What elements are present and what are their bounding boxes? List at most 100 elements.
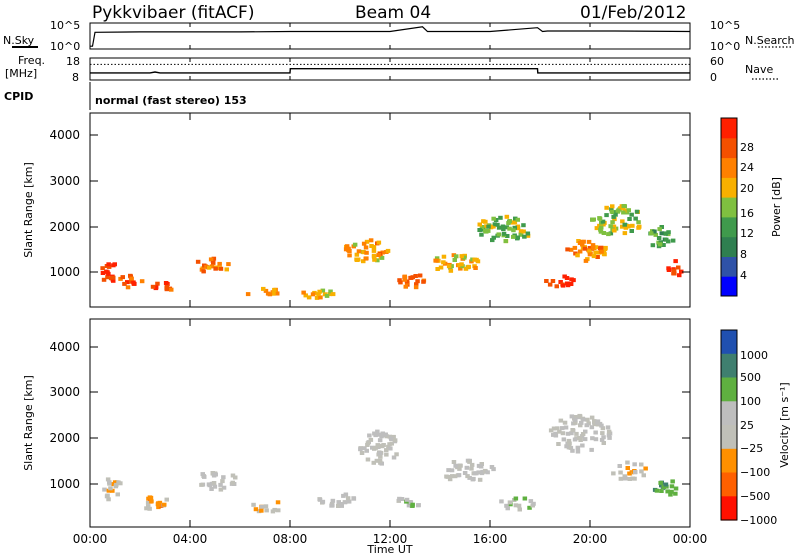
range-gate-cell [601,435,606,440]
range-gate-cell [314,295,320,300]
velocity-cbar-segment [721,377,737,402]
range-gate-cell [467,459,472,464]
range-gate-cell [518,232,524,237]
noise-right-tick-bottom: 10^0 [710,40,740,53]
range-gate-cell [641,473,646,478]
range-gate-cell [417,273,423,278]
range-gate-cell [435,267,440,271]
range-gate-cell [378,443,384,448]
range-gate-cell [144,506,149,511]
range-gate-cell [599,437,605,442]
range-gate-cell [414,282,419,287]
range-gate-cell [663,482,669,487]
range-gate-cell [564,444,569,449]
range-gate-cell [378,454,383,459]
range-gate-cell [593,437,599,442]
range-gate-cell [155,281,160,286]
range-gate-cell [597,216,603,221]
range-gate-cell [361,259,366,264]
range-gate-cell [202,474,207,479]
range-gate-cell [677,273,682,278]
range-gate-cell [622,474,627,479]
range-gate-cell [511,220,516,225]
range-gate-cell [218,482,223,487]
range-gate-cell [147,506,152,511]
range-gate-cell [389,441,394,446]
range-gate-cell [493,218,499,222]
range-gate-cell [317,289,322,294]
range-gate-cell [590,436,595,441]
range-gate-cell [380,431,385,436]
range-gate-cell [209,487,214,491]
range-gate-cell [129,276,134,281]
velocity-cbar-segment [721,401,737,426]
power-cbar-tick-8: 8 [740,248,747,261]
range-gate-cell [358,447,363,452]
range-gate-cell [380,250,385,255]
range-gate-cell [504,503,509,508]
range-gate-cell [590,243,596,248]
range-gate-cell [491,467,496,472]
range-gate-cell [610,204,615,209]
xtick-0: 00:00 [73,532,108,546]
range-gate-cell [341,493,346,498]
range-gate-cell [606,429,612,434]
range-gate-cell [213,472,218,477]
vel-ytick-4000: 4000 [49,340,80,354]
range-gate-cell [480,469,485,474]
range-gate-cell [397,278,402,283]
range-gate-cell [491,224,496,229]
range-gate-cell [656,236,662,240]
range-gate-cell [505,234,510,238]
range-gate-cell [571,278,576,283]
range-gate-cell [446,468,451,473]
range-gate-cell [195,259,201,264]
range-gate-cell [673,486,679,491]
range-gate-cell [116,480,121,485]
range-gate-cell [671,268,677,273]
xtick-3: 12:00 [373,532,408,546]
range-gate-cell [402,277,407,282]
nave-right-label: Nave [745,63,773,76]
range-gate-cell [199,482,204,487]
power-ytick-2000: 2000 [49,220,80,234]
range-gate-cell [636,225,641,230]
range-gate-cell [318,295,323,300]
range-gate-cell [562,420,568,425]
range-gate-cell [375,443,380,448]
range-gate-cell [613,212,618,217]
power-colorbar [721,118,737,297]
range-gate-cell [618,476,624,481]
range-gate-cell [452,474,458,479]
range-gate-cell [139,279,145,284]
range-gate-cell [483,219,488,224]
range-gate-cell [365,443,370,447]
range-gate-cell [106,262,111,267]
range-gate-cell [362,446,367,451]
range-gate-cell [156,503,161,508]
range-gate-cell [371,460,376,465]
range-gate-cell [106,497,111,502]
range-gate-cell [673,491,678,496]
power-cbar-tick-28: 28 [740,141,754,154]
range-gate-cell [580,443,585,448]
range-gate-cell [513,496,519,501]
range-gate-cell [622,222,627,227]
range-gate-cell [218,487,224,492]
range-gate-cell [402,274,407,279]
range-gate-cell [263,504,269,509]
range-gate-cell [602,247,608,252]
range-gate-cell [548,428,554,433]
range-gate-cell [211,256,217,261]
range-gate-cell [600,426,606,431]
range-gate-cell [507,226,512,231]
range-gate-cell [465,474,470,479]
power-cbar-tick-16: 16 [740,207,754,220]
range-gate-cell [525,231,531,236]
range-gate-cell [620,219,625,224]
range-gate-cell [608,231,614,236]
noise-left-label: N.Sky [3,34,35,47]
range-gate-cell [504,225,509,230]
range-gate-cell [623,225,629,230]
